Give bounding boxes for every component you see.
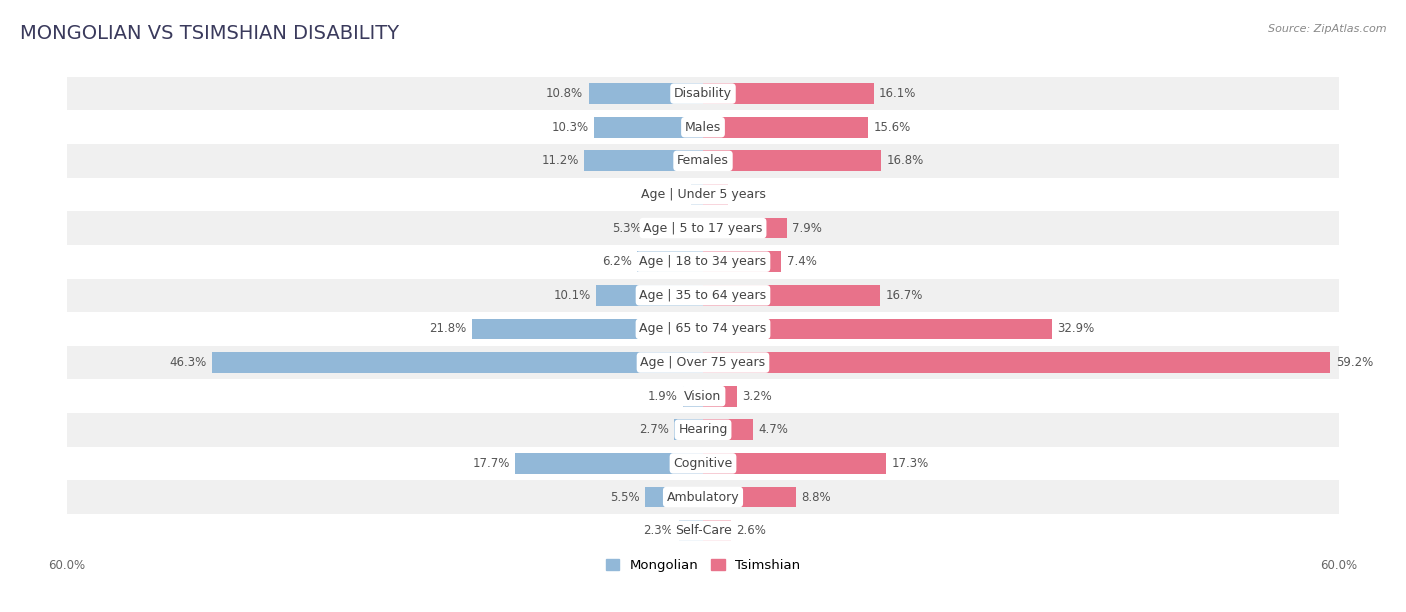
Text: Ambulatory: Ambulatory — [666, 490, 740, 504]
Text: Source: ZipAtlas.com: Source: ZipAtlas.com — [1268, 24, 1386, 34]
Bar — [703, 83, 873, 104]
Bar — [67, 278, 1339, 312]
Text: Age | 5 to 17 years: Age | 5 to 17 years — [644, 222, 762, 234]
Text: MONGOLIAN VS TSIMSHIAN DISABILITY: MONGOLIAN VS TSIMSHIAN DISABILITY — [20, 24, 399, 43]
Text: 10.1%: 10.1% — [554, 289, 591, 302]
Text: 17.7%: 17.7% — [472, 457, 510, 470]
Bar — [692, 184, 703, 205]
Bar — [703, 419, 752, 440]
Bar — [67, 211, 1339, 245]
Text: 46.3%: 46.3% — [170, 356, 207, 369]
Bar — [67, 144, 1339, 177]
Bar — [703, 151, 882, 171]
Bar — [703, 117, 869, 138]
Text: 21.8%: 21.8% — [429, 323, 467, 335]
Bar — [637, 252, 703, 272]
Text: 1.1%: 1.1% — [657, 188, 686, 201]
Text: 2.3%: 2.3% — [644, 524, 673, 537]
Text: Age | 18 to 34 years: Age | 18 to 34 years — [640, 255, 766, 268]
Legend: Mongolian, Tsimshian: Mongolian, Tsimshian — [600, 554, 806, 578]
Text: 6.2%: 6.2% — [602, 255, 631, 268]
Text: Cognitive: Cognitive — [673, 457, 733, 470]
Bar — [703, 285, 880, 306]
Text: Age | 65 to 74 years: Age | 65 to 74 years — [640, 323, 766, 335]
Text: 17.3%: 17.3% — [891, 457, 929, 470]
Bar — [67, 312, 1339, 346]
Bar — [596, 285, 703, 306]
Bar — [516, 453, 703, 474]
Bar — [67, 514, 1339, 548]
Text: Age | Over 75 years: Age | Over 75 years — [641, 356, 765, 369]
Text: 32.9%: 32.9% — [1057, 323, 1094, 335]
Text: Age | 35 to 64 years: Age | 35 to 64 years — [640, 289, 766, 302]
Text: 10.8%: 10.8% — [546, 87, 583, 100]
Text: Males: Males — [685, 121, 721, 134]
Text: 10.3%: 10.3% — [551, 121, 589, 134]
Bar — [67, 346, 1339, 379]
Bar — [703, 218, 787, 239]
Text: 5.5%: 5.5% — [610, 490, 640, 504]
Text: 11.2%: 11.2% — [541, 154, 579, 167]
Bar — [472, 318, 703, 339]
Bar — [212, 352, 703, 373]
Text: Hearing: Hearing — [678, 424, 728, 436]
Bar — [593, 117, 703, 138]
Bar — [683, 386, 703, 406]
Text: 4.7%: 4.7% — [758, 424, 787, 436]
Bar — [703, 520, 731, 541]
Text: Vision: Vision — [685, 390, 721, 403]
Bar — [703, 318, 1052, 339]
Text: 1.9%: 1.9% — [648, 390, 678, 403]
Bar — [67, 245, 1339, 278]
Bar — [67, 413, 1339, 447]
Text: 16.7%: 16.7% — [886, 289, 922, 302]
Bar — [703, 487, 796, 507]
Bar — [703, 386, 737, 406]
Bar — [703, 184, 728, 205]
Bar — [645, 487, 703, 507]
Text: 8.8%: 8.8% — [801, 490, 831, 504]
Text: 2.7%: 2.7% — [640, 424, 669, 436]
Bar — [703, 453, 886, 474]
Text: 2.4%: 2.4% — [734, 188, 763, 201]
Text: 16.8%: 16.8% — [886, 154, 924, 167]
Bar — [67, 76, 1339, 110]
Text: 7.4%: 7.4% — [787, 255, 817, 268]
Text: 5.3%: 5.3% — [612, 222, 641, 234]
Text: 3.2%: 3.2% — [742, 390, 772, 403]
Bar — [67, 379, 1339, 413]
Text: 16.1%: 16.1% — [879, 87, 917, 100]
Bar — [67, 480, 1339, 514]
Text: Disability: Disability — [673, 87, 733, 100]
Bar — [589, 83, 703, 104]
Bar — [703, 352, 1330, 373]
Bar — [67, 110, 1339, 144]
Bar — [703, 252, 782, 272]
Bar — [67, 177, 1339, 211]
Text: 59.2%: 59.2% — [1336, 356, 1374, 369]
Bar — [675, 419, 703, 440]
Text: Self-Care: Self-Care — [675, 524, 731, 537]
Bar — [679, 520, 703, 541]
Text: Age | Under 5 years: Age | Under 5 years — [641, 188, 765, 201]
Text: 2.6%: 2.6% — [735, 524, 766, 537]
Text: 15.6%: 15.6% — [873, 121, 911, 134]
Bar — [585, 151, 703, 171]
Bar — [67, 447, 1339, 480]
Bar — [647, 218, 703, 239]
Text: Females: Females — [678, 154, 728, 167]
Text: 7.9%: 7.9% — [792, 222, 823, 234]
